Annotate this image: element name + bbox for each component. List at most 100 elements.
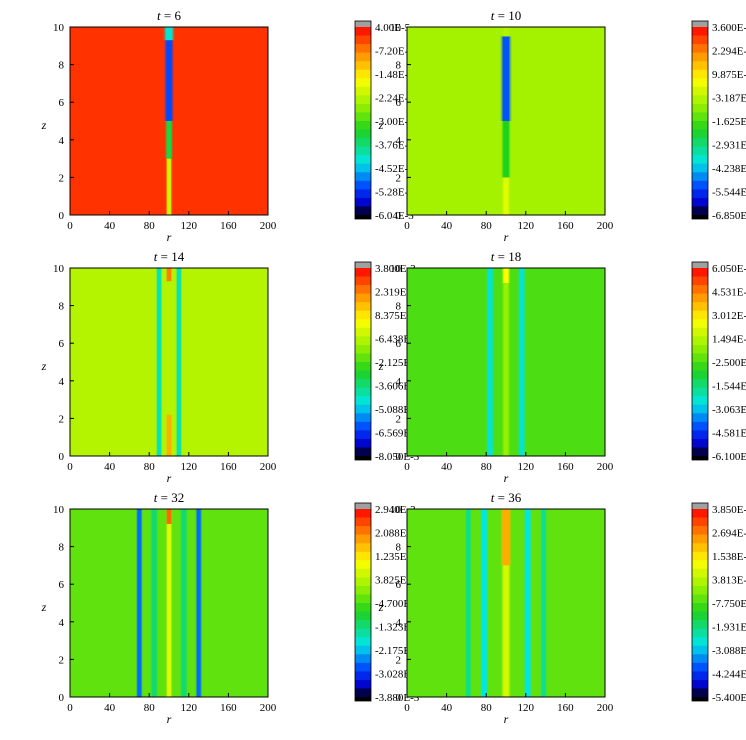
y-axis-label: z — [378, 359, 384, 373]
y-tick-label: 10 — [390, 263, 402, 275]
field-structure — [155, 268, 164, 456]
x-tick-label: 200 — [260, 461, 277, 473]
y-tick-label: 10 — [53, 22, 65, 34]
panel-title: t = 18 — [491, 249, 521, 264]
x-tick-label: 40 — [441, 702, 453, 714]
colorbar-label: 2.294E-3 — [712, 46, 746, 58]
colorbar: 4.00E-5 -7.20E-4 -1.48E-3 -2.24E-3 -3.00E-3 -… — [354, 20, 414, 222]
x-tick-label: 0 — [67, 461, 73, 473]
y-tick-label: 0 — [59, 692, 65, 704]
colorbar-label: 1.235E-3 — [375, 551, 416, 563]
plot-frame — [69, 508, 269, 698]
y-tick-label: 6 — [396, 338, 402, 350]
colorbar-label: 4.531E-3 — [712, 287, 746, 299]
colorbar-label: -7.20E-4 — [375, 46, 414, 58]
y-axis-label: z — [41, 600, 47, 614]
colorbar-label: -4.238E-3 — [712, 163, 746, 175]
y-tick-label: 10 — [390, 22, 402, 34]
x-tick-label: 40 — [441, 461, 453, 473]
x-tick-label: 160 — [557, 702, 574, 714]
colorbar-label: -5.544E-3 — [712, 187, 746, 199]
x-tick-label: 120 — [518, 461, 535, 473]
x-tick-label: 120 — [181, 220, 198, 232]
field-structure — [162, 27, 176, 41]
colorbar-label: 3.813E-4 — [712, 575, 746, 587]
field-structure — [165, 414, 173, 456]
colorbar-label: -6.04E-3 — [375, 210, 414, 222]
y-tick-label: 0 — [59, 451, 65, 463]
y-tick-label: 8 — [396, 60, 402, 72]
x-tick-label: 120 — [181, 461, 198, 473]
x-tick-label: 0 — [404, 702, 410, 714]
x-tick-label: 0 — [404, 220, 410, 232]
colorbar-label: -1.544E-3 — [712, 381, 746, 393]
colorbar: 6.050E-3 4.531E-3 3.012E-3 1.494E-3 -2.500E-… — [691, 261, 746, 463]
colorbar-label: 4.00E-5 — [375, 22, 411, 34]
field-structure — [499, 509, 513, 566]
field-structure — [500, 121, 512, 178]
colorbar-label: 1.494E-3 — [712, 334, 746, 346]
y-tick-label: 2 — [396, 172, 402, 184]
colorbar-label: 2.940E-3 — [375, 504, 416, 516]
colorbar-label: -3.187E-4 — [712, 93, 746, 105]
colorbar-label: 2.694E-3 — [712, 528, 746, 540]
y-tick-label: 6 — [59, 97, 65, 109]
x-tick-label: 80 — [481, 220, 493, 232]
x-axis-label: r — [504, 230, 509, 244]
x-tick-label: 40 — [104, 220, 116, 232]
y-tick-label: 0 — [396, 210, 402, 222]
field-structure — [194, 509, 203, 697]
y-tick-label: 2 — [396, 413, 402, 425]
field-structure — [501, 268, 511, 284]
panel-title: t = 36 — [491, 490, 522, 505]
x-tick-label: 200 — [260, 220, 277, 232]
panel-4: 0 40 80 120 160 200 0 2 4 6 8 10 r z t = 18 6.050E-3 4.5… — [378, 249, 746, 485]
y-tick-label: 2 — [59, 654, 65, 666]
y-axis-label: z — [378, 600, 384, 614]
field-structure — [499, 36, 513, 121]
colorbar-label: -6.850E-3 — [712, 210, 746, 222]
y-tick-label: 10 — [53, 263, 65, 275]
y-tick-label: 6 — [396, 579, 402, 591]
field-structure — [149, 509, 160, 697]
x-tick-label: 200 — [597, 220, 614, 232]
y-tick-label: 4 — [59, 135, 65, 147]
y-tick-label: 8 — [396, 542, 402, 554]
y-tick-label: 4 — [396, 617, 402, 629]
x-axis-label: r — [504, 471, 509, 485]
colorbar-label: -4.244E-3 — [712, 669, 746, 681]
x-tick-label: 80 — [144, 220, 156, 232]
field-structure — [178, 509, 189, 697]
x-tick-label: 160 — [557, 220, 574, 232]
y-tick-label: 8 — [59, 60, 65, 72]
panel-title: t = 10 — [491, 8, 521, 23]
field-structure — [174, 268, 183, 456]
colorbar: 3.600E-3 2.294E-3 9.875E-4 -3.187E-4 -1.625E… — [691, 20, 746, 222]
field-structure — [485, 268, 496, 456]
colorbar-label: -5.28E-3 — [375, 187, 414, 199]
x-tick-label: 80 — [481, 461, 493, 473]
x-axis-label: r — [167, 230, 172, 244]
field-structure — [479, 509, 490, 697]
x-tick-label: 40 — [441, 220, 453, 232]
x-tick-label: 160 — [220, 461, 237, 473]
colorbar-label: -7.750E-4 — [712, 598, 746, 610]
field-structure — [502, 27, 510, 37]
y-tick-label: 6 — [59, 579, 65, 591]
colorbar-label: -3.00E-3 — [375, 116, 414, 128]
plot-frame — [406, 26, 606, 216]
colorbar-label: 3.800E-3 — [375, 263, 416, 275]
colorbar-label: -2.500E-5 — [712, 357, 746, 369]
colorbar: 3.850E-3 2.694E-3 1.538E-3 3.813E-4 -7.750E-… — [691, 502, 746, 704]
field-structure — [500, 509, 512, 697]
x-axis-label: r — [167, 471, 172, 485]
y-tick-label: 8 — [59, 301, 65, 313]
field-structure — [165, 509, 173, 525]
field-structure — [163, 40, 175, 121]
x-tick-label: 0 — [67, 702, 73, 714]
x-axis-label: r — [504, 712, 509, 726]
